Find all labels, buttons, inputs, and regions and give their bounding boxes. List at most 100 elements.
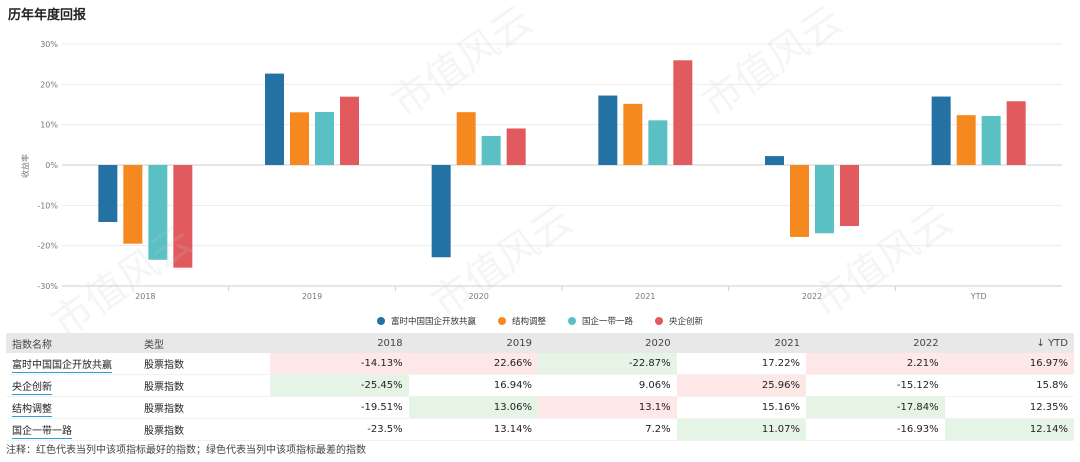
- bar: [790, 165, 809, 237]
- index-name-link[interactable]: 国企一带一路: [6, 418, 138, 441]
- x-tick-label: YTD: [970, 292, 987, 301]
- legend-marker: [568, 317, 576, 325]
- table-row: 结构调整 股票指数 -19.51% 13.06% 13.1% 15.16% -17.84% 1…: [6, 396, 1074, 419]
- bar: [506, 128, 526, 165]
- return-cell: 13.14%: [408, 418, 538, 441]
- bar: [648, 120, 668, 165]
- x-tick-label: 2019: [302, 292, 322, 301]
- y-tick-label: -20%: [37, 242, 58, 251]
- bar: [765, 156, 784, 165]
- index-name-link[interactable]: 结构调整: [6, 396, 138, 419]
- table-body: 富时中国国企开放共赢 股票指数 -14.13% 22.66% -22.87% 17.22%…: [6, 353, 1074, 441]
- bar: [956, 115, 976, 165]
- legend-item[interactable]: 央企创新: [655, 315, 703, 327]
- index-name-link[interactable]: 央企创新: [6, 374, 138, 397]
- table-row: 央企创新 股票指数 -25.45% 16.94% 9.06% 25.96% -15.12% 1…: [6, 374, 1074, 397]
- return-cell: -19.51%: [270, 396, 409, 419]
- bar: [98, 165, 118, 222]
- chart-title: 历年年度回报: [8, 8, 87, 23]
- bar: [598, 95, 618, 165]
- bar: [340, 96, 359, 165]
- column-header[interactable]: 2019: [408, 333, 538, 353]
- bar: [123, 165, 143, 244]
- y-tick-label: -10%: [37, 201, 58, 210]
- legend-marker: [376, 317, 385, 325]
- return-cell: -16.93%: [805, 418, 945, 441]
- return-cell: -23.5%: [270, 418, 409, 441]
- return-cell: 7.2%: [537, 418, 677, 441]
- table-row: 富时中国国企开放共赢 股票指数 -14.13% 22.66% -22.87% 17.22%…: [6, 353, 1074, 375]
- column-header[interactable]: 2018: [270, 333, 409, 353]
- y-tick-label: 10%: [40, 121, 58, 130]
- table-note: 注释：红色代表当列中该项指标最好的指数；绿色代表当列中该项指标最差的指数: [6, 445, 366, 456]
- bar: [623, 103, 643, 165]
- index-type: 股票指数: [138, 374, 270, 397]
- y-tick-label: 0%: [45, 161, 58, 170]
- bar: [290, 112, 309, 165]
- return-cell: 15.16%: [676, 396, 806, 419]
- bar: [431, 165, 451, 258]
- legend-label: 央企创新: [669, 317, 704, 327]
- index-type: 股票指数: [138, 418, 270, 441]
- column-header[interactable]: 指数名称: [6, 333, 138, 353]
- bar: [481, 135, 501, 165]
- bar: [148, 165, 168, 260]
- return-cell: 9.06%: [537, 374, 677, 397]
- return-cell: -22.87%: [537, 353, 677, 375]
- index-type: 股票指数: [138, 353, 270, 375]
- x-tick-label: 2022: [802, 292, 822, 301]
- returns-table: 指数名称 类型 2018 2019 2020 2021 2022 ↓ YTD 富时中国国企开放…: [6, 333, 1074, 441]
- legend-item[interactable]: 结构调整: [497, 315, 546, 327]
- return-cell: 15.8%: [944, 374, 1074, 397]
- legend-label: 结构调整: [511, 317, 546, 327]
- y-tick-label: 20%: [40, 80, 58, 89]
- return-cell: 11.07%: [676, 418, 806, 441]
- return-cell: 16.97%: [944, 353, 1074, 375]
- sort-down-icon[interactable]: ↓: [1036, 337, 1049, 349]
- return-cell: 16.94%: [408, 374, 538, 397]
- index-type: 股票指数: [138, 396, 270, 419]
- return-cell: 25.96%: [676, 374, 806, 397]
- bar: [265, 73, 284, 165]
- y-tick-label: -30%: [37, 282, 58, 291]
- index-name-link[interactable]: 富时中国国企开放共赢: [6, 353, 138, 375]
- table-header-row: 指数名称 类型 2018 2019 2020 2021 2022 ↓ YTD: [6, 333, 1074, 353]
- column-header[interactable]: ↓ YTD: [944, 333, 1074, 353]
- legend-marker: [655, 317, 664, 325]
- table-row: 国企一带一路 股票指数 -23.5% 13.14% 7.2% 11.07% -16.93% 1…: [6, 418, 1074, 441]
- bar: [173, 165, 193, 268]
- column-header[interactable]: 类型: [138, 333, 270, 353]
- bar: [315, 112, 334, 165]
- return-cell: 12.14%: [944, 418, 1074, 441]
- column-header[interactable]: 2020: [537, 333, 677, 353]
- legend-marker: [497, 317, 506, 325]
- bar: [673, 60, 693, 166]
- y-tick-label: 30%: [40, 40, 58, 49]
- bar: [981, 116, 1001, 165]
- x-tick-label: 2021: [635, 292, 655, 301]
- bar: [840, 165, 859, 226]
- return-cell: -14.13%: [270, 353, 409, 375]
- column-header[interactable]: 2021: [676, 333, 806, 353]
- legend-item[interactable]: 国企一带一路: [568, 315, 633, 327]
- return-cell: 2.21%: [805, 353, 945, 375]
- bar-chart: 30% 20% 10% 0% -10% -20% -30% 收益率 2018 2019 2020 20…: [20, 40, 1062, 301]
- return-cell: -17.84%: [805, 396, 945, 419]
- return-cell: -25.45%: [270, 374, 409, 397]
- y-axis-label: 收益率: [20, 154, 30, 178]
- return-cell: 12.35%: [944, 396, 1074, 419]
- bar: [1006, 101, 1026, 165]
- x-tick-label: 2020: [468, 292, 488, 301]
- return-cell: 17.22%: [676, 353, 806, 375]
- return-cell: 13.06%: [408, 396, 538, 419]
- x-tick-label: 2018: [135, 292, 155, 301]
- return-cell: 22.66%: [408, 353, 538, 375]
- legend-label: 国企一带一路: [582, 317, 634, 327]
- legend-label: 富时中国国企开放共赢: [390, 317, 476, 327]
- return-cell: -15.12%: [805, 374, 945, 397]
- bar: [456, 112, 476, 165]
- legend-item[interactable]: 富时中国国企开放共赢: [376, 315, 476, 327]
- column-header[interactable]: 2022: [805, 333, 945, 353]
- chart-legend: 富时中国国企开放共赢 结构调整 国企一带一路 央企创新: [0, 315, 1080, 327]
- bar: [931, 96, 951, 165]
